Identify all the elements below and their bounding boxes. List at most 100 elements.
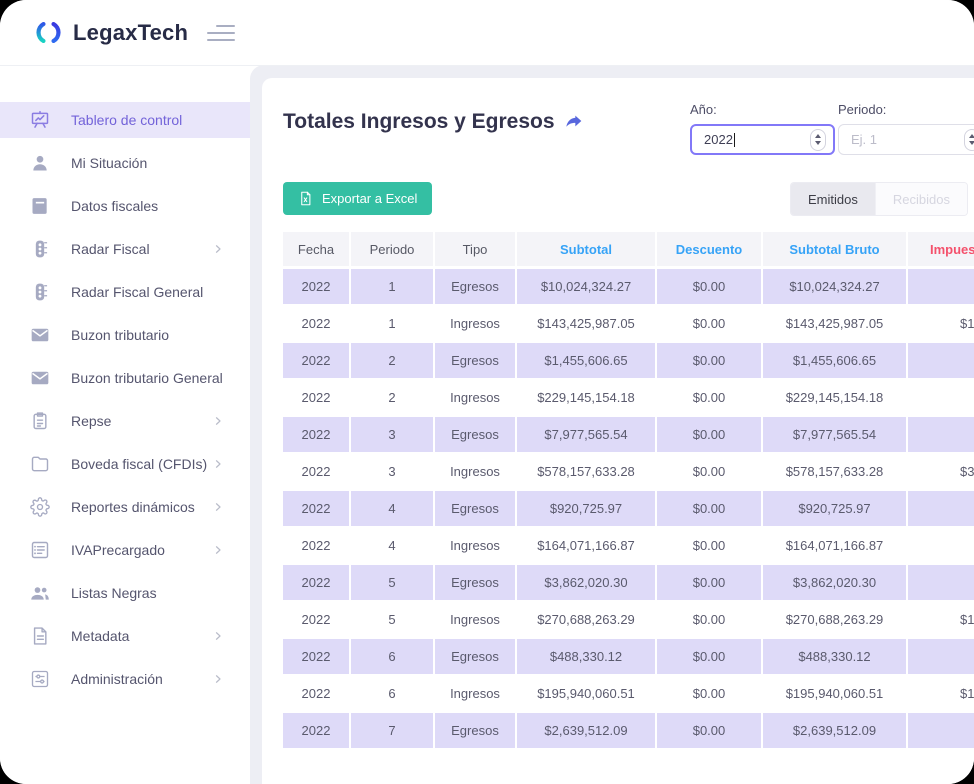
sidebar-item-datos-fiscales[interactable]: Datos fiscales	[0, 188, 250, 224]
cell-periodo: 6	[351, 676, 435, 713]
period-placeholder: Ej. 1	[851, 132, 878, 147]
sidebar-item-buzon-tributario[interactable]: Buzon tributario	[0, 317, 250, 353]
logo[interactable]: LegaxTech	[35, 19, 188, 46]
cell-tipo: Ingresos	[435, 454, 517, 491]
sidebar-item-reportes-dinamicos[interactable]: Reportes dinámicos	[0, 489, 250, 525]
table-row: 2022 5 Ingresos $270,688,263.29 $0.00 $270,68…	[283, 602, 974, 639]
year-stepper[interactable]	[810, 128, 826, 151]
table-row: 2022 7 Egresos $2,639,512.09 $0.00 $2,639,512…	[283, 713, 974, 750]
page-title: Totales Ingresos y Egresos	[283, 110, 584, 134]
content-card: Totales Ingresos y Egresos Año: 2022 Per…	[262, 78, 974, 784]
cell-impuestos	[908, 713, 974, 750]
sidebar-item-boveda-fiscal-cfdis[interactable]: Boveda fiscal (CFDIs)	[0, 446, 250, 482]
cell-subtotal: $2,639,512.09	[517, 713, 657, 750]
cell-impuestos	[908, 269, 974, 306]
cell-periodo: 3	[351, 454, 435, 491]
cell-tipo: Ingresos	[435, 380, 517, 417]
cell-subtotal: $164,071,166.87	[517, 528, 657, 565]
cell-subtotal: $229,145,154.18	[517, 380, 657, 417]
cell-periodo: 2	[351, 380, 435, 417]
sidebar-nav: Tablero de control Mi Situación Datos fisc…	[0, 66, 250, 697]
logo-icon	[35, 19, 62, 46]
cell-periodo: 3	[351, 417, 435, 454]
emitted-received-toggle: Emitidos Recibidos	[790, 182, 968, 216]
page-title-text: Totales Ingresos y Egresos	[283, 110, 555, 133]
sidebar-item-label: Listas Negras	[71, 585, 157, 601]
period-input[interactable]: Ej. 1	[838, 124, 974, 155]
cell-fecha: 2022	[283, 454, 351, 491]
sidebar-item-metadata[interactable]: Metadata	[0, 618, 250, 654]
sidebar-item-administracion[interactable]: Administración	[0, 661, 250, 697]
cell-descuento: $0.00	[657, 306, 763, 343]
cell-subtotal-bruto: $270,688,263.29	[763, 602, 908, 639]
sidebar-item-tablero-de-control[interactable]: Tablero de control	[0, 102, 250, 138]
cell-periodo: 1	[351, 269, 435, 306]
cell-fecha: 2022	[283, 491, 351, 528]
user-icon	[30, 153, 50, 173]
sidebar-item-buzon-tributario-general[interactable]: Buzon tributario General	[0, 360, 250, 396]
export-excel-button[interactable]: Exportar a Excel	[283, 182, 433, 215]
sidebar-item-label: IVAPrecargado	[71, 542, 165, 558]
forward-arrow-icon[interactable]	[564, 112, 584, 132]
cell-impuestos	[908, 417, 974, 454]
dashboard-icon	[30, 110, 50, 130]
cell-subtotal: $1,455,606.65	[517, 343, 657, 380]
sidebar-item-ivaprecargado[interactable]: IVAPrecargado	[0, 532, 250, 568]
sidebar-item-radar-fiscal[interactable]: Radar Fiscal	[0, 231, 250, 267]
tab-recibidos[interactable]: Recibidos	[874, 183, 967, 215]
cell-subtotal-bruto: $164,071,166.87	[763, 528, 908, 565]
cell-descuento: $0.00	[657, 343, 763, 380]
year-value: 2022	[704, 132, 733, 147]
sidebar-item-label: Mi Situación	[71, 155, 148, 171]
cell-tipo: Ingresos	[435, 676, 517, 713]
sliders-icon	[30, 669, 50, 689]
gear-icon	[30, 497, 50, 517]
table-row: 2022 2 Ingresos $229,145,154.18 $0.00 $229,14…	[283, 380, 974, 417]
sidebar-item-label: Metadata	[71, 628, 130, 644]
table-row: 2022 4 Ingresos $164,071,166.87 $0.00 $164,07…	[283, 528, 974, 565]
menu-toggle-icon[interactable]	[207, 24, 236, 41]
chevron-right-icon	[212, 673, 224, 685]
cell-subtotal-bruto: $10,024,324.27	[763, 269, 908, 306]
sidebar-item-listas-negras[interactable]: Listas Negras	[0, 575, 250, 611]
table-row: 2022 3 Ingresos $578,157,633.28 $0.00 $578,15…	[283, 454, 974, 491]
sidebar-item-mi-situacion[interactable]: Mi Situación	[0, 145, 250, 181]
cell-tipo: Egresos	[435, 565, 517, 602]
cell-subtotal-bruto: $1,455,606.65	[763, 343, 908, 380]
cell-fecha: 2022	[283, 602, 351, 639]
table-header-row: Fecha Periodo Tipo Subtotal Descuento Subtota…	[283, 232, 974, 269]
sidebar-item-label: Tablero de control	[71, 112, 183, 128]
cell-tipo: Egresos	[435, 417, 517, 454]
cell-descuento: $0.00	[657, 713, 763, 750]
tab-emitidos[interactable]: Emitidos	[791, 183, 875, 215]
sidebar-item-radar-fiscal-general[interactable]: Radar Fiscal General	[0, 274, 250, 310]
year-label: Año:	[690, 102, 717, 117]
cell-fecha: 2022	[283, 417, 351, 454]
main-area: Totales Ingresos y Egresos Año: 2022 Per…	[250, 65, 974, 784]
cell-subtotal: $578,157,633.28	[517, 454, 657, 491]
cell-impuestos: $1	[908, 602, 974, 639]
envelope-icon	[30, 325, 50, 345]
cell-subtotal-bruto: $7,977,565.54	[763, 417, 908, 454]
chevron-right-icon	[212, 544, 224, 556]
cell-descuento: $0.00	[657, 491, 763, 528]
cell-impuestos	[908, 491, 974, 528]
cell-subtotal-bruto: $578,157,633.28	[763, 454, 908, 491]
cell-periodo: 4	[351, 491, 435, 528]
cell-subtotal: $10,024,324.27	[517, 269, 657, 306]
traffic-light-icon	[30, 239, 50, 259]
cell-periodo: 7	[351, 713, 435, 750]
cell-fecha: 2022	[283, 306, 351, 343]
year-input[interactable]: 2022	[690, 124, 835, 155]
cell-impuestos	[908, 380, 974, 417]
column-header-impuestos: Impuestos	[908, 232, 974, 269]
cell-fecha: 2022	[283, 565, 351, 602]
cell-subtotal: $3,862,020.30	[517, 565, 657, 602]
year-filter: Año: 2022	[690, 102, 835, 155]
cell-subtotal: $488,330.12	[517, 639, 657, 676]
period-stepper[interactable]	[964, 128, 974, 151]
chevron-right-icon	[212, 243, 224, 255]
sidebar-item-repse[interactable]: Repse	[0, 403, 250, 439]
cell-tipo: Egresos	[435, 491, 517, 528]
top-bar: LegaxTech	[0, 0, 974, 66]
